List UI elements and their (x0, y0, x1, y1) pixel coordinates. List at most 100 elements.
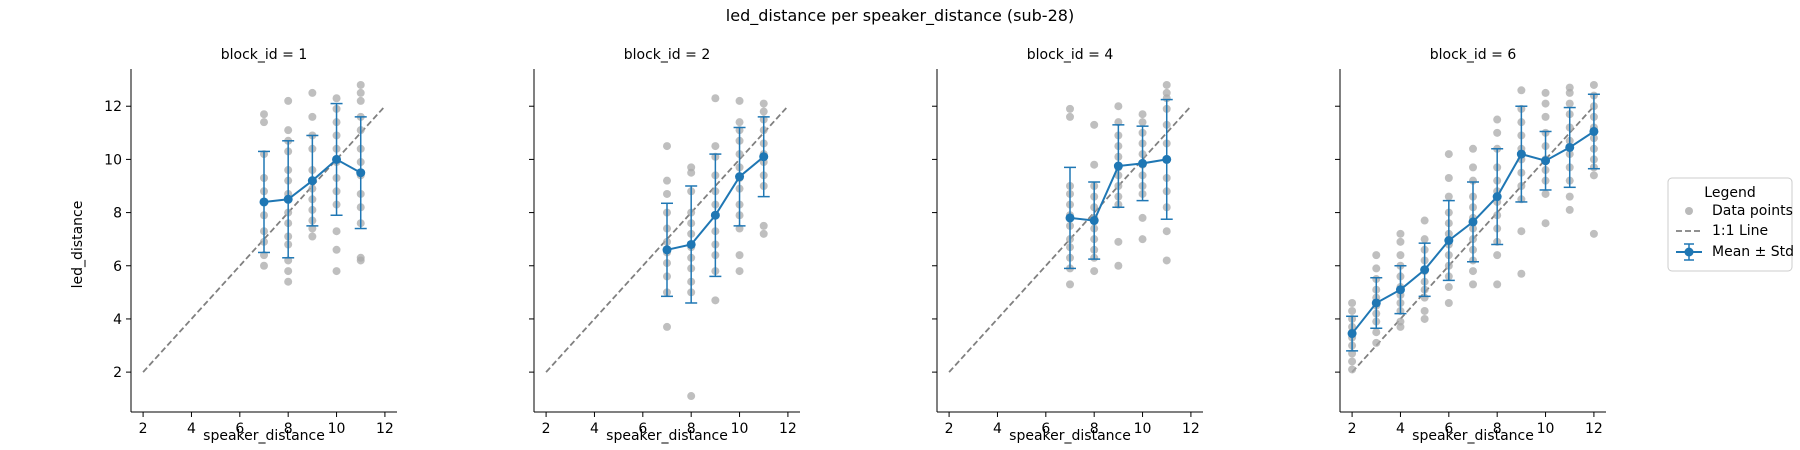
data-point (332, 245, 341, 254)
y-tick-label: 8 (113, 206, 122, 222)
mean-point (686, 239, 696, 249)
data-point (1589, 229, 1598, 238)
x-tick-label: 4 (590, 421, 599, 437)
data-point (663, 176, 671, 185)
data-point (1444, 298, 1453, 307)
chart-panels: block_id = 1 2 4 6 8 10 12 2 4 6 8 10 12 speaker_dist… (70, 47, 1606, 444)
data-point (759, 229, 768, 238)
data-point (1114, 102, 1123, 111)
x-axis-label: speaker_distance (1009, 428, 1131, 444)
data-point (1469, 163, 1477, 172)
chart-panel-1: block_id = 1 2 4 6 8 10 12 2 4 6 8 10 12 speaker_dist… (70, 47, 397, 444)
x-tick-label: 8 (1493, 421, 1502, 437)
x-tick-label: 6 (1041, 421, 1050, 437)
data-point (332, 94, 341, 103)
mean-point (307, 176, 317, 186)
panel-title: block_id = 4 (1027, 47, 1114, 63)
data-point (759, 99, 768, 108)
data-point (284, 277, 293, 286)
data-point (1541, 112, 1550, 121)
mean-point (1371, 298, 1381, 308)
data-point (1493, 128, 1502, 137)
legend-entry-label: 1:1 Line (1712, 223, 1768, 239)
data-point (1138, 118, 1147, 127)
mean-point (1589, 126, 1599, 136)
data-point (1541, 219, 1550, 228)
identity-line (142, 105, 386, 373)
data-point (1469, 267, 1477, 276)
chart-panel-3: block_id = 4 2 4 6 8 10 12 speaker_distance (932, 47, 1203, 444)
mean-point (759, 152, 769, 162)
data-point (284, 126, 293, 135)
legend-title: Legend (1704, 185, 1755, 201)
data-point (1066, 280, 1074, 289)
x-tick-label: 12 (1585, 421, 1603, 437)
panel-title: block_id = 6 (1430, 47, 1517, 63)
legend-frame (1667, 177, 1793, 272)
data-point (1420, 306, 1429, 315)
mean-point (1492, 192, 1502, 202)
mean-point (1541, 156, 1551, 166)
mean-point (1162, 154, 1172, 164)
data-point (1348, 357, 1357, 366)
data-point (1589, 171, 1598, 180)
mean-point (1565, 142, 1575, 152)
mean-point (1138, 158, 1148, 168)
x-tick-label: 4 (187, 421, 196, 437)
x-axis-label: speaker_distance (1412, 428, 1534, 444)
data-point (1469, 144, 1477, 153)
chart-panel-2: block_id = 2 2 4 6 8 10 12 speaker_distance (529, 47, 800, 444)
data-point (759, 221, 768, 230)
data-point (663, 142, 671, 151)
data-point (687, 168, 696, 177)
x-tick-label: 4 (993, 421, 1002, 437)
data-point (260, 110, 268, 119)
data-point (663, 322, 671, 331)
data-point (332, 227, 341, 236)
data-point (356, 80, 365, 89)
x-tick-label: 2 (542, 421, 551, 437)
y-tick-label: 6 (113, 259, 122, 275)
data-point (711, 142, 720, 151)
data-point (663, 189, 671, 198)
mean-point (710, 210, 720, 220)
data-point (260, 118, 268, 127)
data-point (711, 94, 720, 103)
data-point (1348, 365, 1357, 374)
data-point (1114, 261, 1123, 270)
data-point (1541, 88, 1550, 97)
data-point (735, 96, 744, 105)
data-point (1396, 322, 1405, 331)
data-point (711, 296, 720, 305)
data-point (1348, 298, 1357, 307)
data-point (1066, 112, 1074, 121)
mean-point (1395, 285, 1405, 295)
x-tick-label: 10 (1537, 421, 1555, 437)
mean-point (735, 172, 745, 182)
data-point (735, 267, 744, 276)
mean-point (1444, 236, 1454, 245)
data-point (1162, 227, 1171, 236)
data-point (1372, 338, 1381, 347)
mean-point (1347, 329, 1357, 339)
data-point (308, 232, 317, 241)
mean-point (1089, 216, 1099, 226)
x-tick-label: 6 (638, 421, 647, 437)
legend-scatter-marker (1685, 207, 1693, 215)
data-point (1138, 110, 1147, 119)
data-point (1396, 229, 1405, 238)
data-point (1565, 205, 1574, 214)
mean-point (332, 154, 342, 164)
data-point (1565, 192, 1574, 201)
data-point (687, 392, 696, 401)
data-point (1541, 99, 1550, 108)
data-point (1090, 160, 1099, 169)
legend-entry-label: Mean ± Std (1712, 244, 1794, 260)
data-point (1469, 280, 1477, 289)
mean-point (283, 194, 293, 204)
x-axis-label: speaker_distance (203, 428, 325, 444)
y-tick-label: 12 (104, 99, 122, 115)
data-point (1565, 88, 1574, 97)
data-point (284, 96, 293, 105)
data-point (1090, 267, 1099, 276)
